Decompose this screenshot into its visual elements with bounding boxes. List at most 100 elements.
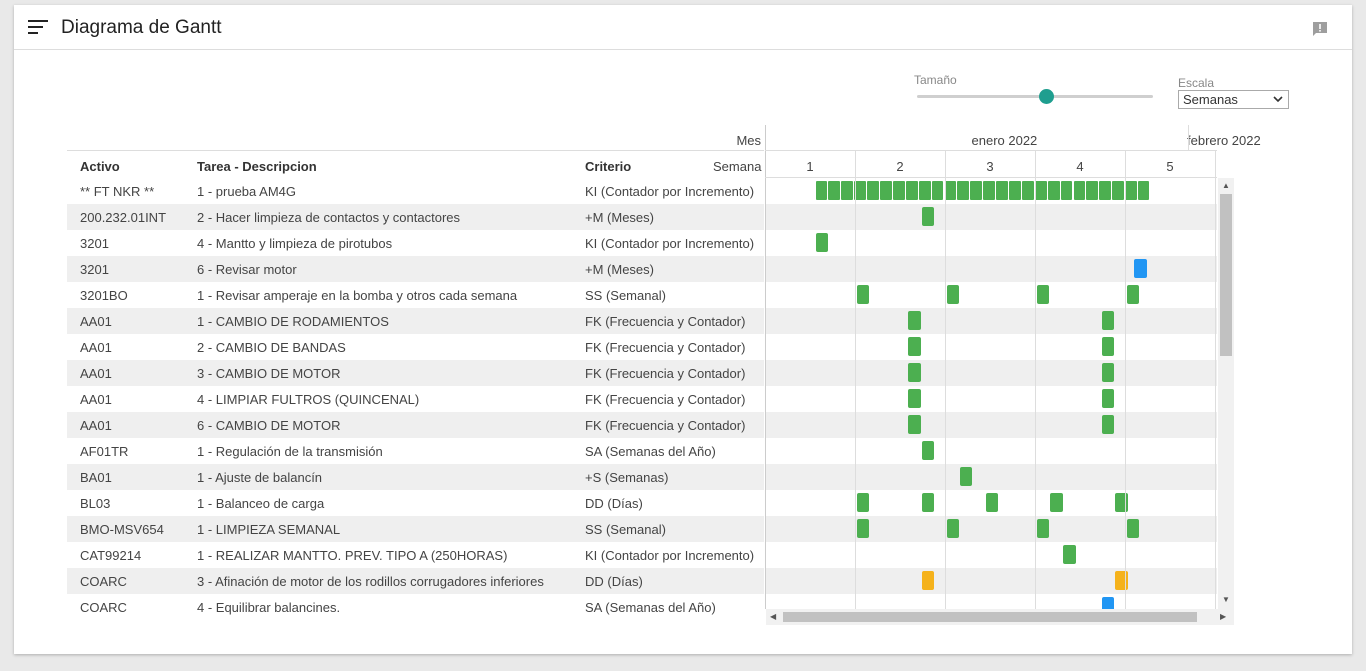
gantt-bar-segment[interactable] — [931, 181, 944, 200]
gantt-bar[interactable] — [921, 493, 935, 512]
gantt-bar-segment[interactable] — [1125, 181, 1137, 200]
gantt-bar-segment[interactable] — [970, 181, 983, 200]
gantt-bar[interactable] — [908, 311, 921, 330]
gantt-bar[interactable] — [1036, 519, 1050, 538]
scroll-right-icon[interactable]: ▶ — [1220, 612, 1227, 621]
gantt-bar-segment[interactable] — [867, 181, 879, 200]
gantt-bar-segment[interactable] — [880, 181, 892, 200]
table-row[interactable]: AF01TR 1 - Regulación de la transmisión SA… — [67, 438, 764, 464]
week-divider — [1035, 150, 1036, 609]
gantt-bar[interactable] — [908, 389, 921, 408]
gantt-bar-segment[interactable] — [1060, 181, 1073, 200]
gantt-bar-segment[interactable] — [815, 181, 828, 200]
gantt-bar-segment[interactable] — [828, 181, 841, 200]
cell-criterio: +S (Semanas) — [585, 470, 669, 485]
table-row[interactable]: COARC 4 - Equilibrar balancines. SA (Seman… — [67, 594, 764, 620]
gantt-bar[interactable] — [1101, 337, 1115, 356]
gantt-bar-segment[interactable] — [1009, 181, 1021, 200]
gantt-bar[interactable] — [908, 363, 921, 382]
gantt-bar[interactable] — [815, 233, 829, 252]
horizontal-scrollbar[interactable]: ◀ ▶ — [766, 609, 1234, 625]
scroll-up-icon[interactable]: ▲ — [1222, 181, 1230, 190]
gantt-bar-segment[interactable] — [983, 181, 996, 200]
week-label: 1 — [806, 159, 814, 174]
gantt-bar[interactable] — [1101, 389, 1115, 408]
gantt-bar[interactable] — [856, 493, 870, 512]
vertical-scrollbar[interactable]: ▲ ▼ — [1218, 178, 1234, 609]
column-header-tarea[interactable]: Tarea - Descripcion — [197, 159, 317, 174]
gantt-bar[interactable] — [959, 467, 973, 486]
gantt-bar-segment[interactable] — [1099, 181, 1112, 200]
gantt-row — [766, 412, 1217, 438]
cell-activo: 3201 — [80, 262, 109, 277]
gantt-bar-segment[interactable] — [957, 181, 970, 200]
gantt-bar[interactable] — [946, 285, 960, 304]
table-row[interactable]: 200.232.01INT 2 - Hacer limpieza de conta… — [67, 204, 764, 230]
gantt-bar[interactable] — [856, 285, 870, 304]
gantt-bar[interactable] — [856, 519, 870, 538]
gantt-bar-segment[interactable] — [1138, 181, 1149, 200]
table-row[interactable]: BL03 1 - Balanceo de carga DD (Días) — [67, 490, 764, 516]
table-row[interactable]: COARC 3 - Afinación de motor de los rodil… — [67, 568, 764, 594]
table-row[interactable]: AA01 3 - CAMBIO DE MOTOR FK (Frecuencia y … — [67, 360, 764, 386]
scale-select[interactable]: Semanas — [1178, 90, 1289, 109]
gantt-bar-segment[interactable] — [996, 181, 1008, 200]
gantt-bar-segment[interactable] — [944, 181, 957, 200]
gantt-bar-segment[interactable] — [1086, 181, 1099, 200]
gantt-bar-segment[interactable] — [918, 181, 931, 200]
table-row[interactable]: AA01 6 - CAMBIO DE MOTOR FK (Frecuencia y … — [67, 412, 764, 438]
scroll-down-icon[interactable]: ▼ — [1222, 595, 1230, 604]
gantt-bar[interactable] — [1126, 519, 1140, 538]
gantt-bar[interactable] — [908, 337, 921, 356]
gantt-bar-segment[interactable] — [1047, 181, 1060, 200]
gantt-bar[interactable] — [1126, 285, 1140, 304]
gantt-bar[interactable] — [1101, 415, 1115, 434]
gantt-bar-segment[interactable] — [841, 181, 854, 200]
cell-activo: 3201 — [80, 236, 109, 251]
gantt-bar-segment[interactable] — [1021, 181, 1034, 200]
size-slider-track[interactable] — [917, 95, 1153, 98]
vertical-scroll-thumb[interactable] — [1220, 194, 1232, 356]
gantt-bar[interactable] — [1101, 311, 1115, 330]
gantt-bar[interactable] — [1101, 597, 1115, 609]
scroll-left-icon[interactable]: ◀ — [770, 612, 777, 621]
horizontal-scroll-thumb[interactable] — [783, 612, 1197, 622]
gantt-bar[interactable] — [1115, 571, 1128, 590]
gantt-bar[interactable] — [946, 519, 960, 538]
table-row[interactable]: AA01 1 - CAMBIO DE RODAMIENTOS FK (Frecuen… — [67, 308, 764, 334]
gantt-bar[interactable] — [1036, 285, 1050, 304]
table-row[interactable]: BA01 1 - Ajuste de balancín +S (Semanas) — [67, 464, 764, 490]
table-row[interactable]: 3201BO 1 - Revisar amperaje en la bomba y… — [67, 282, 764, 308]
gantt-bar[interactable] — [1063, 545, 1076, 564]
gantt-bar-segment[interactable] — [854, 181, 867, 200]
gantt-bar[interactable] — [908, 415, 921, 434]
table-row[interactable]: AA01 4 - LIMPIAR FULTROS (QUINCENAL) FK (F… — [67, 386, 764, 412]
feedback-icon[interactable] — [1312, 21, 1328, 37]
gantt-bar-segment[interactable] — [892, 181, 905, 200]
gantt-bar-segment[interactable] — [1034, 181, 1047, 200]
table-row[interactable]: CAT99214 1 - REALIZAR MANTTO. PREV. TIPO … — [67, 542, 764, 568]
gantt-bar[interactable] — [1115, 493, 1128, 512]
cell-activo: COARC — [80, 600, 127, 615]
cell-tarea: 4 - Mantto y limpieza de pirotubos — [197, 236, 393, 251]
column-header-criterio[interactable]: Criterio — [585, 159, 632, 174]
gantt-bar[interactable] — [1134, 259, 1147, 278]
table-row[interactable]: AA01 2 - CAMBIO DE BANDAS FK (Frecuencia y… — [67, 334, 764, 360]
gantt-bar[interactable] — [1050, 493, 1063, 512]
size-slider-thumb[interactable] — [1039, 89, 1055, 104]
gantt-bar[interactable] — [921, 441, 935, 460]
cell-activo: AA01 — [80, 340, 112, 355]
gantt-bar-segment[interactable] — [1073, 181, 1086, 200]
gantt-bar[interactable] — [921, 207, 935, 226]
gantt-bar-segment[interactable] — [905, 181, 918, 200]
gantt-bar-segment[interactable] — [1112, 181, 1125, 200]
table-row[interactable]: ** FT NKR ** 1 - prueba AM4G KI (Contador … — [67, 178, 764, 204]
table-row[interactable]: 3201 4 - Mantto y limpieza de pirotubos KI… — [67, 230, 764, 256]
column-header-activo[interactable]: Activo — [80, 159, 120, 174]
gantt-bar[interactable] — [921, 571, 935, 590]
table-row[interactable]: BMO-MSV654 1 - LIMPIEZA SEMANAL SS (Semana… — [67, 516, 764, 542]
table-row[interactable]: 3201 6 - Revisar motor +M (Meses) — [67, 256, 764, 282]
gantt-bar[interactable] — [1101, 363, 1115, 382]
gantt-bar[interactable] — [985, 493, 999, 512]
menu-icon[interactable] — [28, 19, 48, 35]
